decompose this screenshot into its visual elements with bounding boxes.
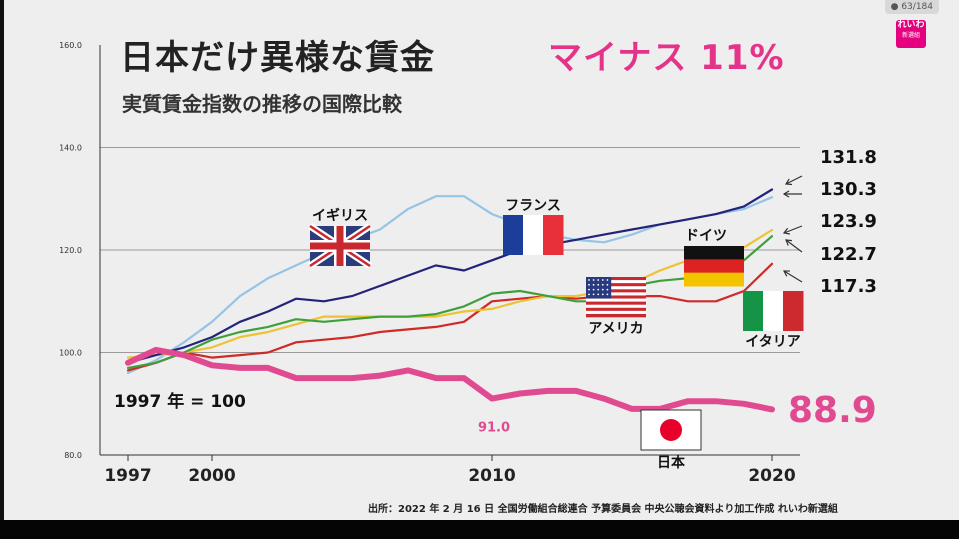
arrow-icon [785, 239, 803, 253]
arrow-icon [785, 175, 803, 185]
arrow-icon [784, 178, 793, 186]
left-frame [0, 0, 4, 520]
page-counter-text: 63/184 [901, 2, 933, 12]
annotations: 91.0 1997 年 = 100 [114, 391, 510, 436]
series-label-italy: イタリア [745, 334, 800, 350]
italy-flag-icon [743, 291, 804, 331]
line-chart: 80.0 100.0 120.0 140.0 160.0 1997 2000 2010 202… [59, 41, 877, 486]
y-tick-label: 100.0 [59, 349, 82, 358]
page-counter: ● 63/184 [884, 0, 939, 14]
arrow-icon [782, 227, 791, 235]
y-axis-ticks: 80.0 100.0 120.0 140.0 160.0 [59, 41, 82, 460]
series-label-france: フランス [505, 198, 561, 214]
series-line-italy [126, 262, 774, 372]
x-axis-ticks: 1997 2000 2010 2020 [104, 455, 796, 486]
series-label-germany: ドイツ [685, 228, 727, 244]
page-title: 日本だけ異様な賃金 [120, 38, 435, 78]
series-line-uk [126, 195, 774, 375]
uk-flag-icon [308, 223, 372, 269]
arrow-icon [782, 190, 790, 198]
grid-lines [100, 147, 800, 353]
series-line-usa [126, 188, 774, 364]
y-tick-label: 120.0 [59, 246, 82, 255]
y-tick-label: 80.0 [64, 451, 82, 460]
series-label-uk: イギリス [312, 207, 368, 224]
end-value-uk: 130.3 [820, 179, 877, 200]
x-tick-label: 2020 [748, 466, 795, 486]
logo-text: れいわ [897, 20, 925, 30]
chart-subtitle: 実質賃金指数の推移の国際比較 [122, 92, 402, 116]
end-value-france: 122.7 [820, 244, 877, 265]
series-line-japan [125, 346, 775, 413]
source-note: 出所：2022 年 2 月 16 日 全国労働組合総連合 予算委員会 中央公聴会… [368, 504, 838, 515]
end-value-italy: 117.3 [820, 276, 877, 297]
user-icon: ● [890, 2, 899, 12]
x-tick-label: 2000 [188, 466, 235, 486]
y-tick-label: 140.0 [59, 144, 82, 153]
end-value-germany: 123.9 [820, 211, 877, 232]
arrow-icon [783, 270, 791, 277]
title-accent: マイナス 11% [548, 38, 785, 78]
series-lines [125, 188, 775, 413]
end-value-labels: 131.8 130.3 123.9 122.7 117.3 88.9 [782, 147, 877, 431]
x-tick-label: 1997 [104, 466, 151, 486]
japan-flag-icon [640, 409, 702, 451]
arrow-icon [783, 225, 803, 234]
end-value-japan: 88.9 [788, 390, 877, 431]
arrow-icon [783, 270, 803, 283]
end-value-usa: 131.8 [820, 147, 877, 168]
bottom-bar [0, 520, 959, 539]
base-year-note: 1997 年 = 100 [114, 391, 246, 412]
country-flags [308, 215, 804, 451]
party-logo: れいわ 新選組 [896, 20, 926, 48]
series-line-france [126, 235, 774, 369]
germany-flag-icon [684, 246, 744, 287]
slide: ● 63/184 れいわ 新選組 80.0 100.0 120.0 140.0 160.… [0, 0, 959, 520]
y-tick-label: 160.0 [59, 41, 82, 50]
series-label-usa: アメリカ [588, 321, 643, 337]
arrow-icon [785, 239, 793, 246]
x-tick-label: 2010 [468, 466, 515, 486]
series-line-germany [126, 228, 774, 359]
japan-2010-label: 91.0 [478, 421, 510, 436]
france-flag-icon [503, 215, 564, 255]
series-label-japan: 日本 [657, 454, 686, 471]
usa-flag-icon [586, 277, 646, 318]
axes [99, 45, 800, 456]
logo-subtext: 新選組 [901, 32, 920, 39]
